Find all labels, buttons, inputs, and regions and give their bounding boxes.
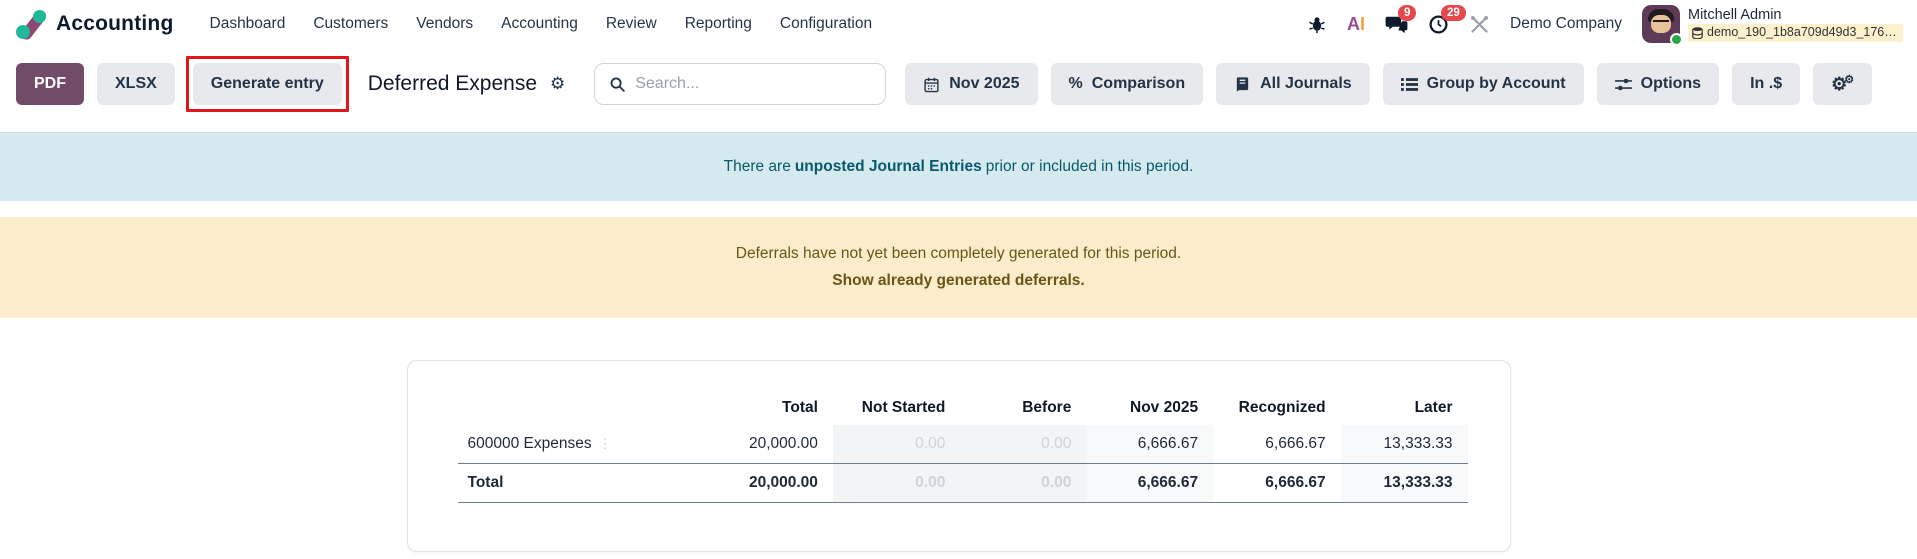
- pdf-button[interactable]: PDF: [16, 63, 84, 105]
- date-filter-button[interactable]: Nov 2025: [905, 63, 1038, 105]
- calendar-icon: [924, 77, 939, 92]
- warning-banner: Deferrals have not yet been completely g…: [0, 217, 1917, 319]
- deferred-expense-table: Total Not Started Before Nov 2025 Recogn…: [457, 395, 1468, 504]
- journal-book-icon: [1236, 76, 1249, 92]
- col-header-not-started: Not Started: [861, 399, 946, 417]
- user-avatar: [1642, 5, 1683, 46]
- options-filter-button[interactable]: Options: [1596, 63, 1720, 105]
- journals-filter-button[interactable]: All Journals: [1216, 63, 1370, 105]
- database-name: demo_190_1b8a709d49d3_1762…: [1688, 24, 1903, 42]
- table-header-row: Total Not Started Before Nov 2025 Recogn…: [458, 395, 1468, 425]
- menu-dashboard[interactable]: Dashboard: [209, 15, 286, 32]
- comparison-filter-button[interactable]: % Comparison: [1050, 63, 1204, 105]
- warning-text: Deferrals have not yet been completely g…: [735, 245, 1182, 262]
- app-name: Accounting: [56, 12, 174, 35]
- total-total: 20,000.00: [706, 463, 833, 504]
- total-nov-2025: 6,666.67: [1086, 463, 1214, 504]
- extra-settings-button[interactable]: ⚙⚙: [1813, 63, 1873, 105]
- messages-count-badge: 9: [1398, 5, 1417, 21]
- tools-icon[interactable]: [1469, 14, 1490, 35]
- total-label: Total: [457, 463, 707, 504]
- info-banner: There are unposted Journal Entries prior…: [0, 133, 1917, 201]
- total-recognized: 6,666.67: [1213, 463, 1341, 504]
- control-panel: PDF XLSX Generate entry Deferred Expense…: [0, 48, 1917, 133]
- unposted-entries-link[interactable]: unposted Journal Entries: [794, 158, 982, 175]
- total-before: 0.00: [960, 463, 1087, 504]
- menu-customers[interactable]: Customers: [313, 15, 389, 32]
- cell-later: 13,333.33: [1340, 425, 1468, 465]
- percent-icon: %: [1068, 75, 1083, 92]
- highlight-box: Generate entry: [185, 56, 349, 112]
- generate-entry-button[interactable]: Generate entry: [192, 63, 342, 105]
- total-later: 13,333.33: [1340, 463, 1468, 504]
- show-generated-deferrals-link[interactable]: Show already generated deferrals.: [832, 272, 1085, 290]
- cell-nov-2025: 6,666.67: [1086, 425, 1214, 465]
- debug-bug-icon[interactable]: [1307, 14, 1327, 34]
- list-icon: [1400, 77, 1418, 91]
- cell-recognized: 6,666.67: [1213, 425, 1341, 465]
- menu-reporting[interactable]: Reporting: [684, 15, 752, 32]
- menu-accounting[interactable]: Accounting: [501, 15, 578, 32]
- col-header-later: Later: [1414, 399, 1453, 417]
- odoo-accounting-logo-icon: [16, 8, 49, 42]
- user-name: Mitchell Admin: [1688, 7, 1782, 24]
- cell-total: 20,000.00: [706, 425, 833, 465]
- col-header-nov-2025: Nov 2025: [1130, 399, 1199, 417]
- cell-before: 0.00: [960, 425, 1087, 465]
- group-by-filter-button[interactable]: Group by Account: [1382, 63, 1584, 105]
- sliders-icon: [1614, 78, 1632, 90]
- table-total-row: Total 20,000.00 0.00 0.00 6,666.67 6,666…: [457, 463, 1468, 504]
- search-input[interactable]: [635, 75, 872, 93]
- menu-review[interactable]: Review: [605, 15, 657, 32]
- messages-icon[interactable]: 9: [1385, 5, 1417, 34]
- deferred-expense-report-card: Total Not Started Before Nov 2025 Recogn…: [406, 360, 1511, 553]
- page-title: Deferred Expense: [367, 72, 537, 95]
- account-cell[interactable]: 600000 Expenses ⋮: [457, 425, 707, 465]
- search-icon: [610, 77, 626, 92]
- report-settings-gear-icon[interactable]: ⚙: [550, 74, 566, 93]
- app-brand[interactable]: Accounting: [16, 8, 174, 42]
- col-header-before: Before: [1022, 399, 1072, 417]
- cell-not-started: 0.00: [832, 425, 961, 465]
- online-status-dot: [1670, 33, 1683, 46]
- activities-clock-icon[interactable]: 29: [1428, 4, 1466, 35]
- search-bar[interactable]: [594, 63, 887, 105]
- total-not-started: 0.00: [832, 463, 961, 504]
- col-header-account: [458, 395, 707, 425]
- xlsx-button[interactable]: XLSX: [97, 63, 175, 105]
- activities-count-badge: 29: [1441, 4, 1466, 21]
- menu-configuration[interactable]: Configuration: [779, 15, 873, 32]
- row-kebab-menu-icon[interactable]: ⋮: [598, 436, 612, 452]
- menu-vendors[interactable]: Vendors: [416, 15, 474, 32]
- col-header-total: Total: [782, 399, 818, 417]
- company-switcher[interactable]: Demo Company: [1510, 15, 1622, 32]
- col-header-recognized: Recognized: [1238, 399, 1326, 417]
- main-menu: Dashboard Customers Vendors Accounting R…: [196, 5, 887, 43]
- user-menu[interactable]: Mitchell Admin demo_190_1b8a709d49d3_176…: [1642, 5, 1903, 46]
- gears-icon: ⚙⚙: [1831, 74, 1855, 94]
- top-navbar: Accounting Dashboard Customers Vendors A…: [0, 0, 1917, 48]
- currency-toggle-button[interactable]: In .$: [1732, 63, 1801, 105]
- table-row[interactable]: 600000 Expenses ⋮ 20,000.00 0.00 0.00 6,6…: [457, 425, 1468, 465]
